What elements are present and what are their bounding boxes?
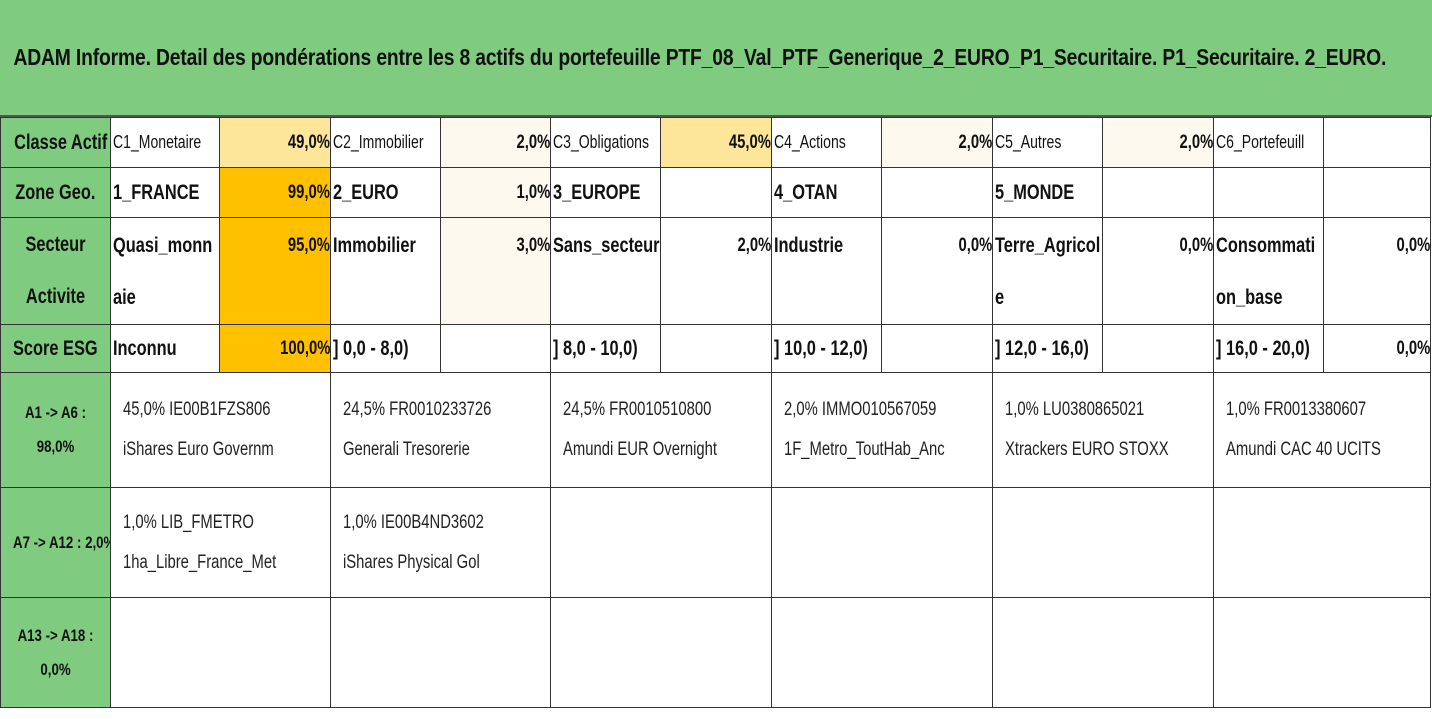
cell-label: Immobilier — [330, 217, 441, 325]
report-title-bar: ADAM Informe. Detail des pondérations en… — [0, 0, 1432, 117]
cell-pct: 49,0% — [219, 117, 331, 168]
cell-label: C5_Autres — [992, 117, 1103, 168]
row-zone-geo: Zone Geo. 1_FRANCE 99,0% 2_EURO 1,0% 3_E… — [0, 167, 1431, 218]
cell-label: Consommati on_base — [1213, 217, 1324, 325]
cell-label: C3_Obligations — [550, 117, 661, 168]
cell-pct: 1,0% — [440, 167, 551, 218]
cell-label: Quasi_monn aie — [110, 217, 220, 325]
cell-pct — [1323, 117, 1431, 168]
cell-pct: 2,0% — [660, 217, 772, 325]
asset-cell: 1,0% FR0013380607 Amundi CAC 40 UCITS — [1213, 372, 1431, 488]
row-score-esg: Score ESG Inconnu 100,0% ] 0,0 - 8,0) ] … — [0, 324, 1431, 373]
row-header-score-esg: Score ESG — [0, 324, 111, 373]
cell-pct: 0,0% — [1323, 217, 1431, 325]
cell-label: 2_EURO — [330, 167, 441, 218]
cell-label: C1_Monetaire — [110, 117, 220, 168]
cell-pct: 100,0% — [219, 324, 331, 373]
cell-label: Sans_secteur — [550, 217, 661, 325]
asset-cell — [992, 597, 1214, 708]
cell-label: ] 0,0 - 8,0) — [330, 324, 441, 373]
cell-pct: 45,0% — [660, 117, 772, 168]
asset-group-label: A1 -> A6 : 98,0% — [0, 372, 111, 488]
cell-pct — [1102, 167, 1214, 218]
cell-label: C2_Immobilier — [330, 117, 441, 168]
asset-group-label: A13 -> A18 : 0,0% — [0, 597, 111, 708]
row-asset-group-1: A1 -> A6 : 98,0% 45,0% IE00B1FZS806 iShar… — [0, 372, 1431, 488]
cell-pct: 2,0% — [440, 117, 551, 168]
cell-label: ] 10,0 - 12,0) — [771, 324, 882, 373]
cell-pct: 2,0% — [881, 117, 993, 168]
asset-cell — [550, 597, 772, 708]
asset-cell: 24,5% FR0010510800 Amundi EUR Overnight — [550, 372, 772, 488]
cell-pct — [881, 324, 993, 373]
cell-pct — [1323, 167, 1431, 218]
asset-cell: 1,0% LIB_FMETRO 1ha_Libre_France_Met — [110, 487, 331, 598]
asset-cell — [330, 597, 551, 708]
cell-label: 4_OTAN — [771, 167, 882, 218]
cell-label: C6_Portefeuill — [1213, 117, 1324, 168]
cell-pct: 99,0% — [219, 167, 331, 218]
cell-pct — [660, 324, 772, 373]
cell-label: 5_MONDE — [992, 167, 1103, 218]
cell-label: Inconnu — [110, 324, 220, 373]
report-title: ADAM Informe. Detail des pondérations en… — [13, 44, 1387, 70]
asset-cell — [1213, 487, 1431, 598]
cell-pct — [660, 167, 772, 218]
cell-label — [1213, 167, 1324, 218]
cell-label: ] 12,0 - 16,0) — [992, 324, 1103, 373]
row-header-secteur: Secteur Activite — [0, 217, 111, 325]
cell-label: 3_EUROPE — [550, 167, 661, 218]
cell-pct: 0,0% — [881, 217, 993, 325]
weights-table: Classe Actif C1_Monetaire 49,0% C2_Immob… — [0, 117, 1431, 708]
cell-pct — [881, 167, 993, 218]
cell-pct: 0,0% — [1323, 324, 1431, 373]
asset-cell — [992, 487, 1214, 598]
cell-pct — [1102, 324, 1214, 373]
asset-cell: 45,0% IE00B1FZS806 iShares Euro Governm — [110, 372, 331, 488]
asset-cell — [110, 597, 331, 708]
row-secteur-activite: Secteur Activite Quasi_monn aie 95,0% Im… — [0, 217, 1431, 325]
asset-group-label: A7 -> A12 : 2,0% — [0, 487, 111, 598]
asset-cell: 1,0% LU0380865021 Xtrackers EURO STOXX — [992, 372, 1214, 488]
asset-cell: 1,0% IE00B4ND3602 iShares Physical Gol — [330, 487, 551, 598]
cell-pct: 3,0% — [440, 217, 551, 325]
cell-label: ] 8,0 - 10,0) — [550, 324, 661, 373]
cell-label: C4_Actions — [771, 117, 882, 168]
asset-cell — [771, 597, 993, 708]
cell-label: Terre_Agricol e — [992, 217, 1103, 325]
asset-cell — [771, 487, 993, 598]
row-header-classe-actif: Classe Actif — [0, 117, 111, 168]
cell-pct: 2,0% — [1102, 117, 1214, 168]
asset-cell: 2,0% IMMO010567059 1F_Metro_ToutHab_Anc — [771, 372, 993, 488]
row-classe-actif: Classe Actif C1_Monetaire 49,0% C2_Immob… — [0, 117, 1431, 168]
cell-label: 1_FRANCE — [110, 167, 220, 218]
cell-label: ] 16,0 - 20,0) — [1213, 324, 1324, 373]
row-asset-group-3: A13 -> A18 : 0,0% — [0, 597, 1431, 708]
asset-cell: 24,5% FR0010233726 Generali Tresorerie — [330, 372, 551, 488]
cell-label: Industrie — [771, 217, 882, 325]
asset-cell — [1213, 597, 1431, 708]
asset-cell — [550, 487, 772, 598]
cell-pct: 95,0% — [219, 217, 331, 325]
cell-pct: 0,0% — [1102, 217, 1214, 325]
row-header-zone-geo: Zone Geo. — [0, 167, 111, 218]
cell-pct — [440, 324, 551, 373]
row-asset-group-2: A7 -> A12 : 2,0% 1,0% LIB_FMETRO 1ha_Libr… — [0, 487, 1431, 598]
